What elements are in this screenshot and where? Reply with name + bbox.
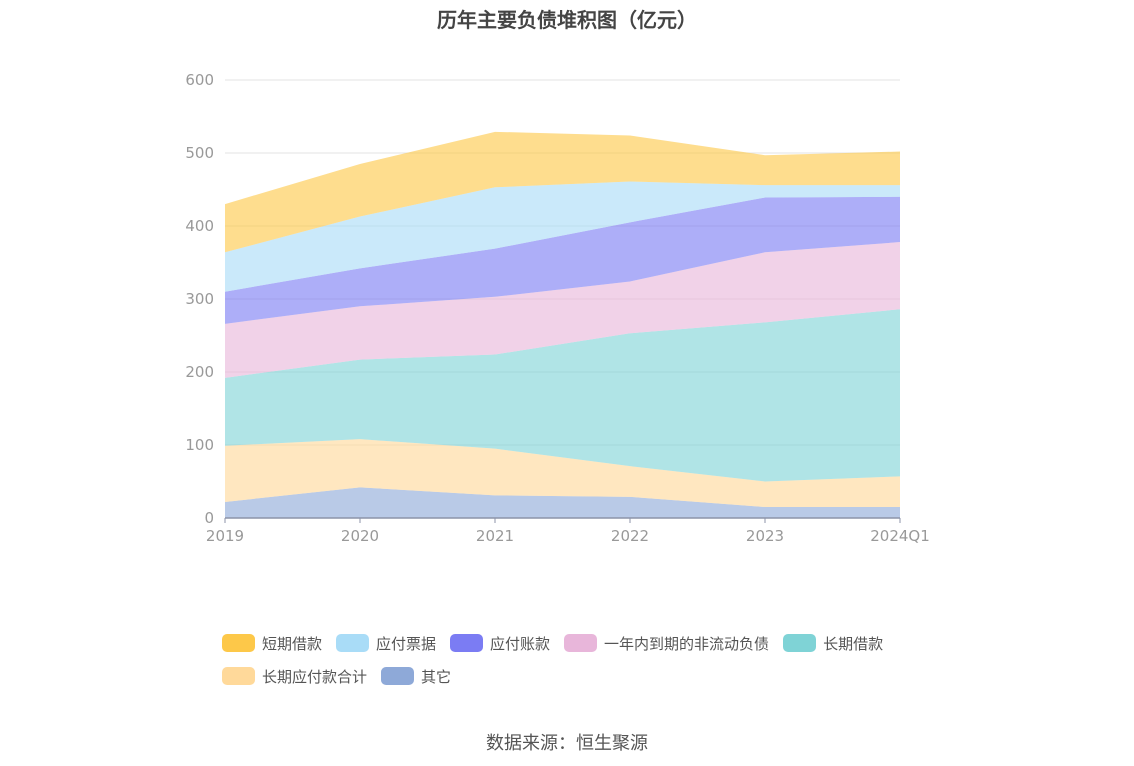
area-series <box>225 439 900 508</box>
legend-swatch <box>783 634 817 652</box>
data-source-note: 数据来源：恒生聚源 <box>486 733 648 754</box>
y-tick-label: 100 <box>185 436 214 454</box>
legend-row-2: 长期应付款合计 其它 <box>222 665 942 687</box>
stacked-area-chart: 0 100 200 300 400 500 600 2019 2020 2021 2022 2023 2… <box>185 71 930 545</box>
area-series <box>225 196 900 324</box>
area-series <box>225 131 900 253</box>
legend-label: 短期借款 <box>262 634 323 653</box>
legend-row-1: 短期借款 应付票据 应付账款 一年内到期的非流动负债 长期借款 <box>222 632 942 654</box>
x-tick-label: 2019 <box>206 527 244 545</box>
legend-item-other[interactable]: 其它 <box>381 666 451 687</box>
legend-label: 应付票据 <box>376 634 437 653</box>
legend-item-long-term-payables[interactable]: 长期应付款合计 <box>222 666 367 687</box>
area-series <box>225 242 900 378</box>
legend-item-long-term-loans[interactable]: 长期借款 <box>783 633 883 654</box>
x-tick-label: 2021 <box>476 527 514 545</box>
legend-item-notes-payable[interactable]: 应付票据 <box>336 633 436 654</box>
legend-item-short-term-loans[interactable]: 短期借款 <box>222 633 322 654</box>
legend-item-accounts-payable[interactable]: 应付账款 <box>450 633 550 654</box>
x-tick-label: 2022 <box>611 527 649 545</box>
legend-swatch <box>450 634 484 652</box>
y-tick-label: 200 <box>185 363 214 381</box>
legend-item-current-portion-noncurrent[interactable]: 一年内到期的非流动负债 <box>564 633 769 654</box>
legend-label: 应付账款 <box>490 634 551 653</box>
area-series <box>225 309 900 482</box>
x-tick-label: 2023 <box>746 527 784 545</box>
y-tick-label: 500 <box>185 144 214 162</box>
legend-swatch <box>222 634 255 652</box>
area-series <box>225 181 900 292</box>
y-tick-label: 300 <box>185 290 214 308</box>
legend-label: 长期应付款合计 <box>262 667 368 686</box>
y-tick-label: 0 <box>204 509 214 527</box>
y-tick-label: 600 <box>185 71 214 89</box>
x-tick-label: 2020 <box>341 527 379 545</box>
y-tick-label: 400 <box>185 217 214 235</box>
legend-label: 一年内到期的非流动负债 <box>604 634 770 653</box>
chart-legend: 短期借款 应付票据 应付账款 一年内到期的非流动负债 长期借款 长期应付款合计 … <box>222 632 942 698</box>
legend-swatch <box>222 667 255 685</box>
legend-label: 长期借款 <box>823 634 884 653</box>
legend-label: 其它 <box>421 667 452 686</box>
legend-swatch <box>564 634 598 652</box>
chart-title: 历年主要负债堆积图（亿元） <box>437 8 697 32</box>
area-series <box>225 487 900 518</box>
legend-swatch <box>381 667 415 685</box>
x-tick-label: 2024Q1 <box>870 527 930 545</box>
legend-swatch <box>336 634 370 652</box>
